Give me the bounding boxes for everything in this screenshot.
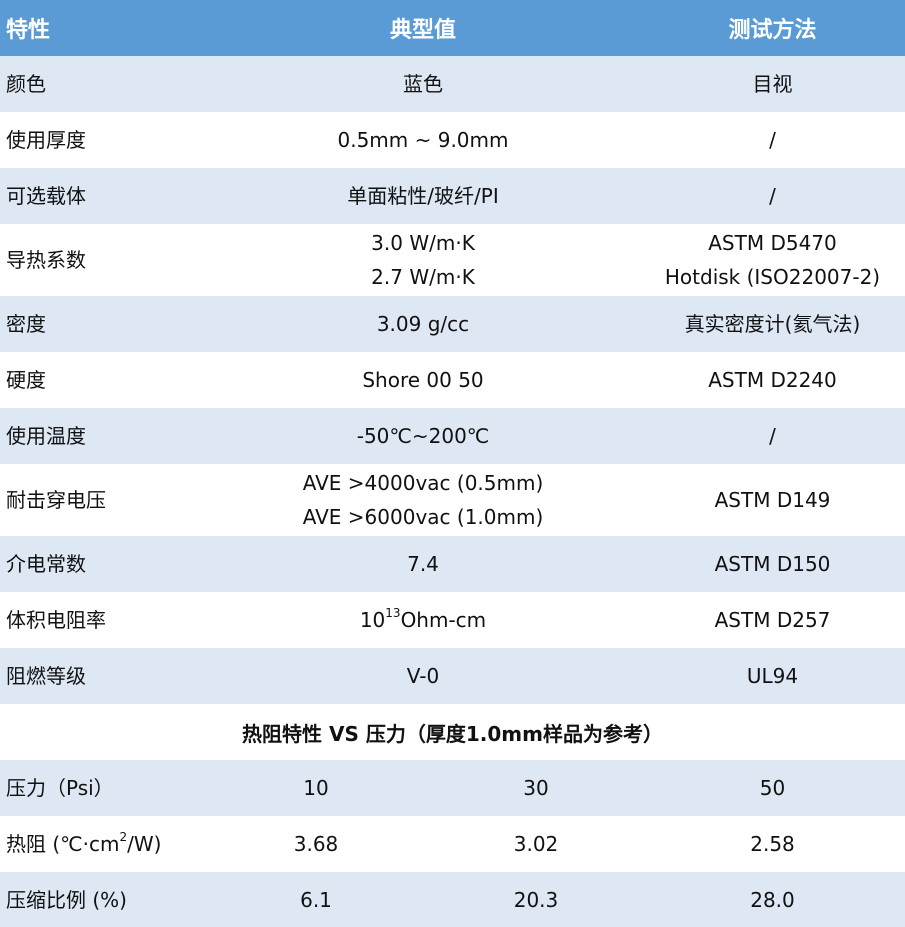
row-value: 1013Ohm-cm	[360, 603, 486, 637]
header-property-label: 特性	[6, 18, 51, 43]
row-method: ASTM D150	[714, 552, 831, 576]
pressure-value: 50	[759, 776, 786, 800]
thermal-resistance-value: 2.58	[750, 832, 795, 856]
header-typical-value: 典型值	[270, 0, 576, 56]
thermal-resistance-label: 热阻 (℃·cm2/W)	[6, 827, 161, 861]
row-method: ASTM D2240	[708, 368, 837, 392]
section-title-row: 热阻特性 VS 压力（厚度1.0mm样品为参考）	[0, 704, 905, 760]
row-property: 阻燃等级	[6, 664, 86, 688]
row-value: 0.5mm ~ 9.0mm	[337, 128, 509, 152]
row-property: 密度	[6, 312, 46, 336]
row-value: 2.7 W/m·K	[371, 265, 475, 289]
compression-value: 28.0	[750, 887, 795, 912]
row-property: 耐击穿电压	[6, 488, 106, 512]
value-base: 10	[359, 608, 386, 632]
table-row: 阻燃等级 V-0 UL94	[0, 648, 905, 704]
table-row: 使用温度 -50℃~200℃ /	[0, 408, 905, 464]
row-property: 可选载体	[6, 184, 86, 208]
row-method: /	[769, 424, 776, 448]
row-value: AVE >6000vac (1.0mm)	[302, 505, 544, 529]
row-property: 使用厚度	[6, 128, 86, 152]
pressure-label: 压力（Psi）	[6, 776, 114, 800]
value-unit: Ohm-cm	[400, 608, 487, 632]
table-row: 密度 3.09 g/cc 真实密度计(氦气法)	[0, 296, 905, 352]
row-value: V-0	[406, 664, 440, 688]
header-typical-value-label: 典型值	[389, 18, 456, 43]
section-title: 热阻特性 VS 压力（厚度1.0mm样品为参考）	[242, 721, 663, 746]
row-value: 蓝色	[403, 72, 443, 96]
table-row: 硬度 Shore 00 50 ASTM D2240	[0, 352, 905, 408]
row-property: 导热系数	[6, 248, 86, 272]
label-prefix: 热阻 (℃·cm	[6, 832, 120, 856]
row-method: 目视	[752, 72, 793, 96]
row-method: 真实密度计(氦气法)	[684, 312, 861, 336]
table-row: 导热系数 3.0 W/m·K 2.7 W/m·K ASTM D5470 Hotd…	[0, 224, 905, 296]
compression-label: 压缩比例 (%)	[6, 887, 127, 912]
compression-row: 压缩比例 (%) 6.1 20.3 28.0	[0, 872, 905, 927]
thermal-resistance-value: 3.02	[513, 832, 559, 856]
pressure-value: 30	[523, 776, 549, 800]
pressure-value: 10	[303, 776, 329, 800]
table-row: 介电常数 7.4 ASTM D150	[0, 536, 905, 592]
label-exponent: 2	[119, 830, 128, 845]
row-method: Hotdisk (ISO22007-2)	[664, 265, 881, 289]
row-property: 硬度	[6, 368, 46, 392]
row-method: /	[769, 184, 776, 208]
row-value: 7.4	[407, 552, 439, 576]
table-row: 耐击穿电压 AVE >4000vac (0.5mm) AVE >6000vac …	[0, 464, 905, 536]
row-property: 颜色	[6, 72, 46, 96]
compression-value: 6.1	[300, 887, 332, 912]
table-row: 使用厚度 0.5mm ~ 9.0mm /	[0, 112, 905, 168]
header-test-method: 测试方法	[640, 0, 905, 56]
row-method: ASTM D5470	[708, 231, 837, 255]
row-method: /	[769, 128, 776, 152]
row-method: ASTM D149	[714, 488, 831, 512]
label-suffix: /W)	[127, 832, 162, 856]
row-method: ASTM D257	[714, 608, 831, 632]
row-value: 3.09 g/cc	[376, 312, 470, 336]
row-value: 单面粘性/玻纤/PI	[347, 184, 499, 208]
compression-value: 20.3	[513, 887, 559, 912]
thermal-resistance-row: 热阻 (℃·cm2/W) 3.68 3.02 2.58	[0, 816, 905, 872]
row-value: 3.0 W/m·K	[371, 231, 475, 255]
header-property: 特性	[0, 0, 276, 56]
value-exponent: 13	[385, 606, 401, 621]
row-property: 体积电阻率	[6, 608, 106, 632]
thermal-resistance-value: 3.68	[293, 832, 339, 856]
header-test-method-label: 测试方法	[728, 18, 817, 43]
table-header: 特性 典型值 测试方法	[0, 0, 905, 56]
row-value: -50℃~200℃	[356, 424, 490, 448]
pressure-row: 压力（Psi） 10 30 50	[0, 760, 905, 816]
table-row: 可选载体 单面粘性/玻纤/PI /	[0, 168, 905, 224]
table-row: 体积电阻率 1013Ohm-cm ASTM D257	[0, 592, 905, 648]
row-value: Shore 00 50	[362, 368, 484, 392]
row-value: AVE >4000vac (0.5mm)	[302, 471, 544, 495]
table-row: 颜色 蓝色 目视	[0, 56, 905, 112]
row-property: 介电常数	[6, 552, 86, 576]
row-property: 使用温度	[6, 424, 86, 448]
row-method: UL94	[746, 664, 799, 688]
